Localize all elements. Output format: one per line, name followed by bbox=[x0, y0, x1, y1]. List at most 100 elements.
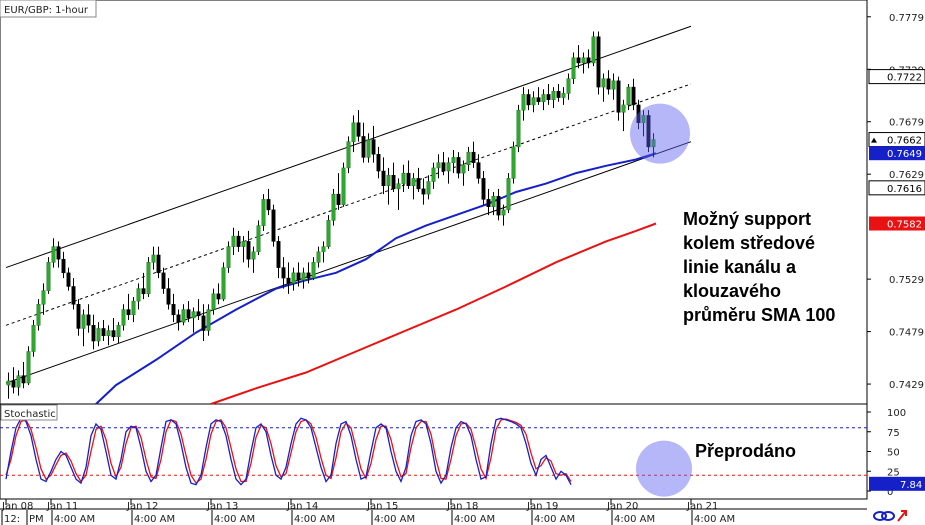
chart-title-box bbox=[0, 0, 97, 18]
candle-body bbox=[121, 309, 126, 326]
stochastic-tick-label: 0 bbox=[887, 487, 893, 498]
candle bbox=[296, 262, 301, 287]
candle-body bbox=[221, 267, 226, 300]
candle-body bbox=[441, 162, 446, 172]
time-label: 4:00 AM bbox=[614, 514, 655, 525]
candle bbox=[251, 246, 256, 273]
candle bbox=[246, 230, 251, 268]
candle bbox=[611, 73, 616, 100]
candle bbox=[621, 99, 626, 132]
candle-body bbox=[131, 300, 136, 316]
candle bbox=[456, 152, 461, 179]
date-label: Jan 15 bbox=[366, 501, 398, 512]
candle-body bbox=[626, 86, 631, 106]
candle bbox=[201, 304, 206, 342]
candle bbox=[596, 31, 601, 95]
stochastic-marks bbox=[0, 417, 867, 497]
date-label: Jan 21 bbox=[686, 501, 718, 512]
candle bbox=[341, 162, 346, 207]
candle bbox=[236, 230, 241, 252]
support-annotation-line: kolem středové bbox=[683, 233, 815, 253]
candle bbox=[6, 372, 11, 399]
support-annotation: Možný support kolem středové linie kanálu … bbox=[683, 209, 835, 325]
candle bbox=[571, 52, 576, 84]
candle bbox=[111, 317, 116, 342]
time-label: 4:00 AM bbox=[534, 514, 575, 525]
date-label: Jan 13 bbox=[206, 501, 238, 512]
candle bbox=[386, 167, 391, 205]
candle bbox=[556, 83, 561, 102]
candle-body bbox=[506, 178, 511, 211]
candle-body bbox=[466, 151, 471, 165]
candle bbox=[501, 204, 506, 226]
candle-body bbox=[126, 309, 131, 316]
candle-body bbox=[226, 246, 231, 268]
time-label: 4:00 AM bbox=[54, 514, 95, 525]
candle-body bbox=[556, 91, 561, 98]
expand-arrow-icon[interactable] bbox=[897, 510, 907, 522]
candle bbox=[266, 188, 271, 216]
date-label: Jan 11 bbox=[46, 501, 78, 512]
candle-body bbox=[161, 272, 166, 289]
price-tick-label: 0.7679 bbox=[889, 118, 924, 129]
price-tick-label: 0.7429 bbox=[889, 380, 924, 391]
candle-body bbox=[381, 170, 386, 186]
candle bbox=[391, 162, 396, 193]
candle bbox=[91, 314, 96, 350]
candle-body bbox=[316, 251, 321, 263]
candle-body bbox=[261, 199, 266, 226]
price-label-text: 0.7616 bbox=[887, 184, 922, 195]
link-icon[interactable] bbox=[873, 511, 895, 521]
candle-body bbox=[176, 314, 181, 323]
candle-body bbox=[361, 136, 366, 158]
candle-body bbox=[541, 94, 546, 103]
candle-body bbox=[611, 80, 616, 90]
candle-body bbox=[631, 86, 636, 106]
candle bbox=[46, 257, 51, 294]
candle bbox=[411, 173, 416, 200]
candle-body bbox=[156, 254, 161, 274]
candle-body bbox=[501, 209, 506, 216]
candle bbox=[156, 246, 161, 279]
candle-body bbox=[281, 267, 286, 279]
candle bbox=[521, 87, 526, 121]
candle bbox=[96, 322, 101, 347]
candle bbox=[106, 325, 111, 346]
candle-body bbox=[251, 251, 256, 260]
candle bbox=[486, 188, 491, 216]
candle bbox=[186, 301, 191, 323]
candle-body bbox=[616, 80, 621, 113]
candle-body bbox=[111, 330, 116, 338]
channel-middle-line bbox=[5, 83, 692, 326]
candle bbox=[641, 110, 646, 137]
candle bbox=[606, 70, 611, 95]
support-annotation-line: Možný support bbox=[683, 209, 811, 229]
candle bbox=[306, 262, 311, 284]
candle bbox=[101, 320, 106, 342]
candle bbox=[631, 78, 636, 111]
candle-body bbox=[16, 375, 21, 388]
candle-body bbox=[301, 272, 306, 281]
candle-body bbox=[31, 325, 36, 352]
candle-body bbox=[396, 183, 401, 190]
candle bbox=[546, 83, 551, 105]
candle-body bbox=[581, 57, 586, 64]
candle bbox=[616, 76, 621, 121]
candle-body bbox=[41, 290, 46, 305]
candle-body bbox=[136, 288, 141, 302]
bottom-right-icons[interactable] bbox=[873, 510, 907, 522]
candle bbox=[281, 257, 286, 289]
candle-body bbox=[106, 330, 111, 337]
candle bbox=[471, 141, 476, 168]
candle-body bbox=[241, 241, 246, 247]
candle bbox=[441, 152, 446, 176]
candle bbox=[86, 304, 91, 333]
support-annotation-line: průměru SMA 100 bbox=[683, 305, 835, 325]
date-label: Jan 20 bbox=[606, 501, 638, 512]
candle-body bbox=[636, 104, 641, 124]
candle-body bbox=[456, 157, 461, 174]
candle bbox=[536, 87, 541, 105]
candle bbox=[351, 115, 356, 153]
time-label: 4:00 AM bbox=[134, 514, 175, 525]
